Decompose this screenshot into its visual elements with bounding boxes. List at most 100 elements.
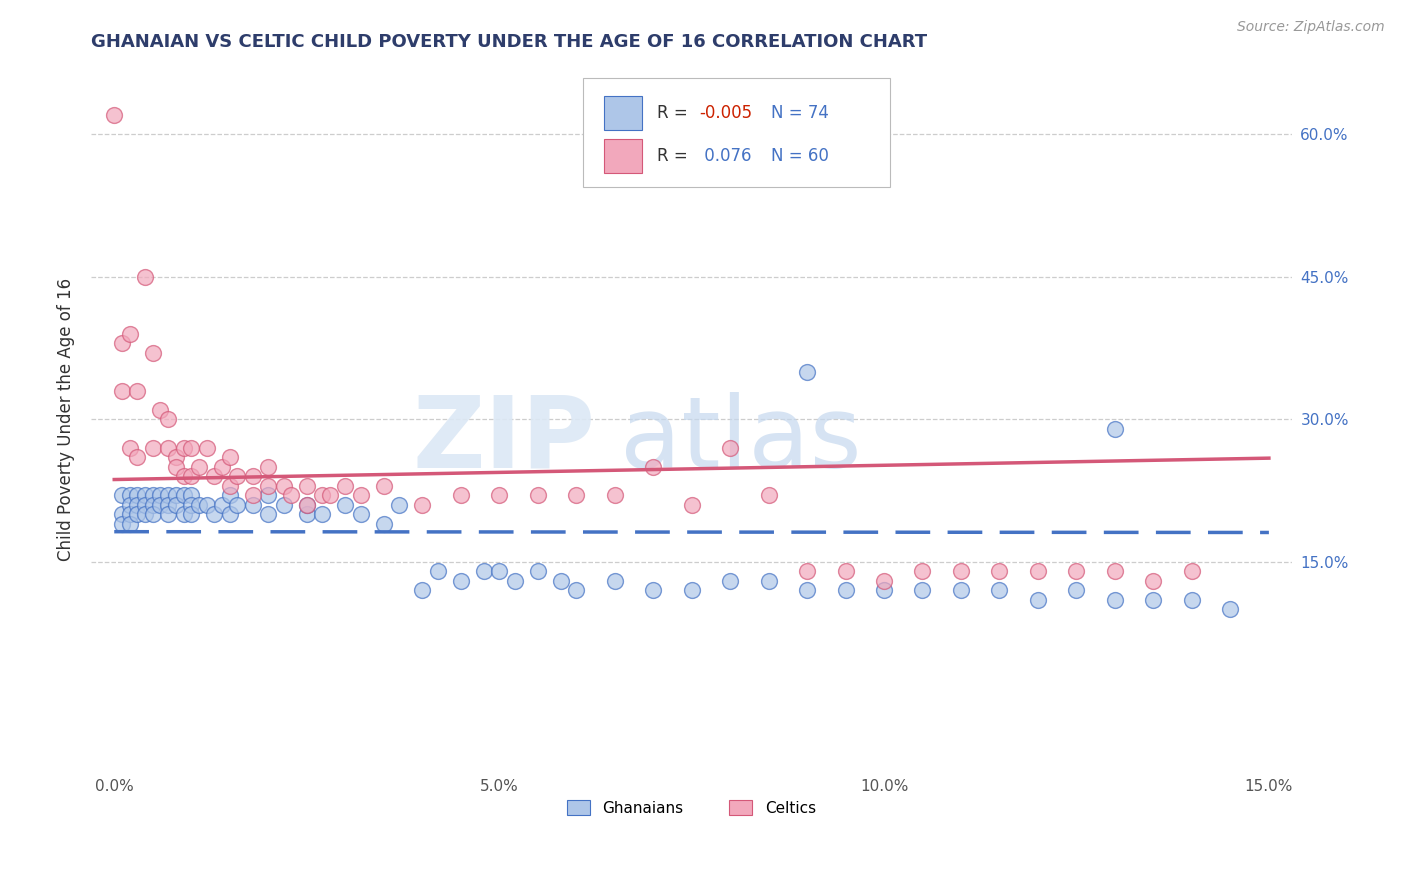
Point: [218, 450, 240, 465]
Point: [180, 488, 202, 502]
Point: [127, 450, 149, 465]
Point: [949, 564, 972, 578]
Point: [118, 516, 141, 531]
Point: [142, 345, 165, 359]
Point: [295, 498, 318, 512]
Point: [949, 583, 972, 598]
Point: [681, 583, 703, 598]
Point: [242, 488, 264, 502]
Point: [1219, 602, 1241, 616]
Point: [257, 459, 280, 474]
Point: [165, 488, 187, 502]
Point: [149, 402, 172, 417]
Point: [173, 507, 195, 521]
Point: [111, 516, 134, 531]
Point: [242, 469, 264, 483]
Point: [173, 441, 195, 455]
Point: [180, 507, 202, 521]
Point: [450, 488, 472, 502]
Text: N = 74: N = 74: [770, 104, 828, 122]
Point: [257, 478, 280, 492]
Point: [426, 564, 449, 578]
Point: [134, 269, 156, 284]
Point: [187, 498, 209, 512]
Point: [127, 507, 149, 521]
Point: [758, 574, 780, 588]
Point: [718, 441, 741, 455]
Point: [488, 488, 510, 502]
Point: [488, 564, 510, 578]
Point: [718, 574, 741, 588]
Point: [111, 336, 134, 351]
Text: -0.005: -0.005: [699, 104, 752, 122]
Point: [311, 507, 333, 521]
Point: [242, 498, 264, 512]
Point: [526, 564, 548, 578]
Point: [127, 498, 149, 512]
Point: [202, 507, 225, 521]
Point: [411, 583, 433, 598]
Point: [603, 574, 626, 588]
Point: [641, 459, 664, 474]
Point: [873, 583, 896, 598]
Point: [218, 488, 240, 502]
Point: [335, 498, 357, 512]
Point: [149, 488, 172, 502]
Point: [758, 488, 780, 502]
Point: [157, 412, 180, 426]
Point: [1181, 564, 1204, 578]
Point: [118, 498, 141, 512]
Point: [373, 516, 395, 531]
Point: [165, 450, 187, 465]
Point: [796, 365, 818, 379]
Point: [911, 564, 934, 578]
Point: [319, 488, 342, 502]
Point: [127, 488, 149, 502]
FancyBboxPatch shape: [605, 139, 643, 172]
Point: [911, 583, 934, 598]
Point: [411, 498, 433, 512]
Point: [218, 507, 240, 521]
Point: [273, 498, 295, 512]
Point: [180, 441, 202, 455]
Point: [134, 498, 156, 512]
Point: [165, 459, 187, 474]
Point: [173, 488, 195, 502]
Point: [226, 469, 249, 483]
Point: [988, 564, 1011, 578]
Point: [211, 498, 233, 512]
Point: [349, 488, 371, 502]
Text: atlas: atlas: [620, 392, 860, 489]
Point: [157, 488, 180, 502]
Point: [1104, 592, 1126, 607]
Point: [1181, 592, 1204, 607]
Point: [111, 488, 134, 502]
Point: [118, 326, 141, 341]
Point: [142, 488, 165, 502]
Text: R =: R =: [657, 146, 693, 165]
Point: [603, 488, 626, 502]
Point: [142, 507, 165, 521]
Point: [834, 583, 856, 598]
Text: 0.076: 0.076: [699, 146, 751, 165]
Point: [187, 459, 209, 474]
Point: [142, 441, 165, 455]
Point: [295, 507, 318, 521]
Point: [202, 469, 225, 483]
Point: [273, 478, 295, 492]
Point: [450, 574, 472, 588]
Point: [127, 384, 149, 398]
Point: [1066, 583, 1088, 598]
Point: [142, 498, 165, 512]
Point: [1026, 564, 1049, 578]
Point: [796, 583, 818, 598]
Text: ZIP: ZIP: [412, 392, 596, 489]
Point: [388, 498, 411, 512]
Point: [1104, 422, 1126, 436]
Point: [834, 564, 856, 578]
Point: [165, 498, 187, 512]
Point: [503, 574, 526, 588]
Point: [257, 507, 280, 521]
Point: [335, 478, 357, 492]
Point: [149, 498, 172, 512]
